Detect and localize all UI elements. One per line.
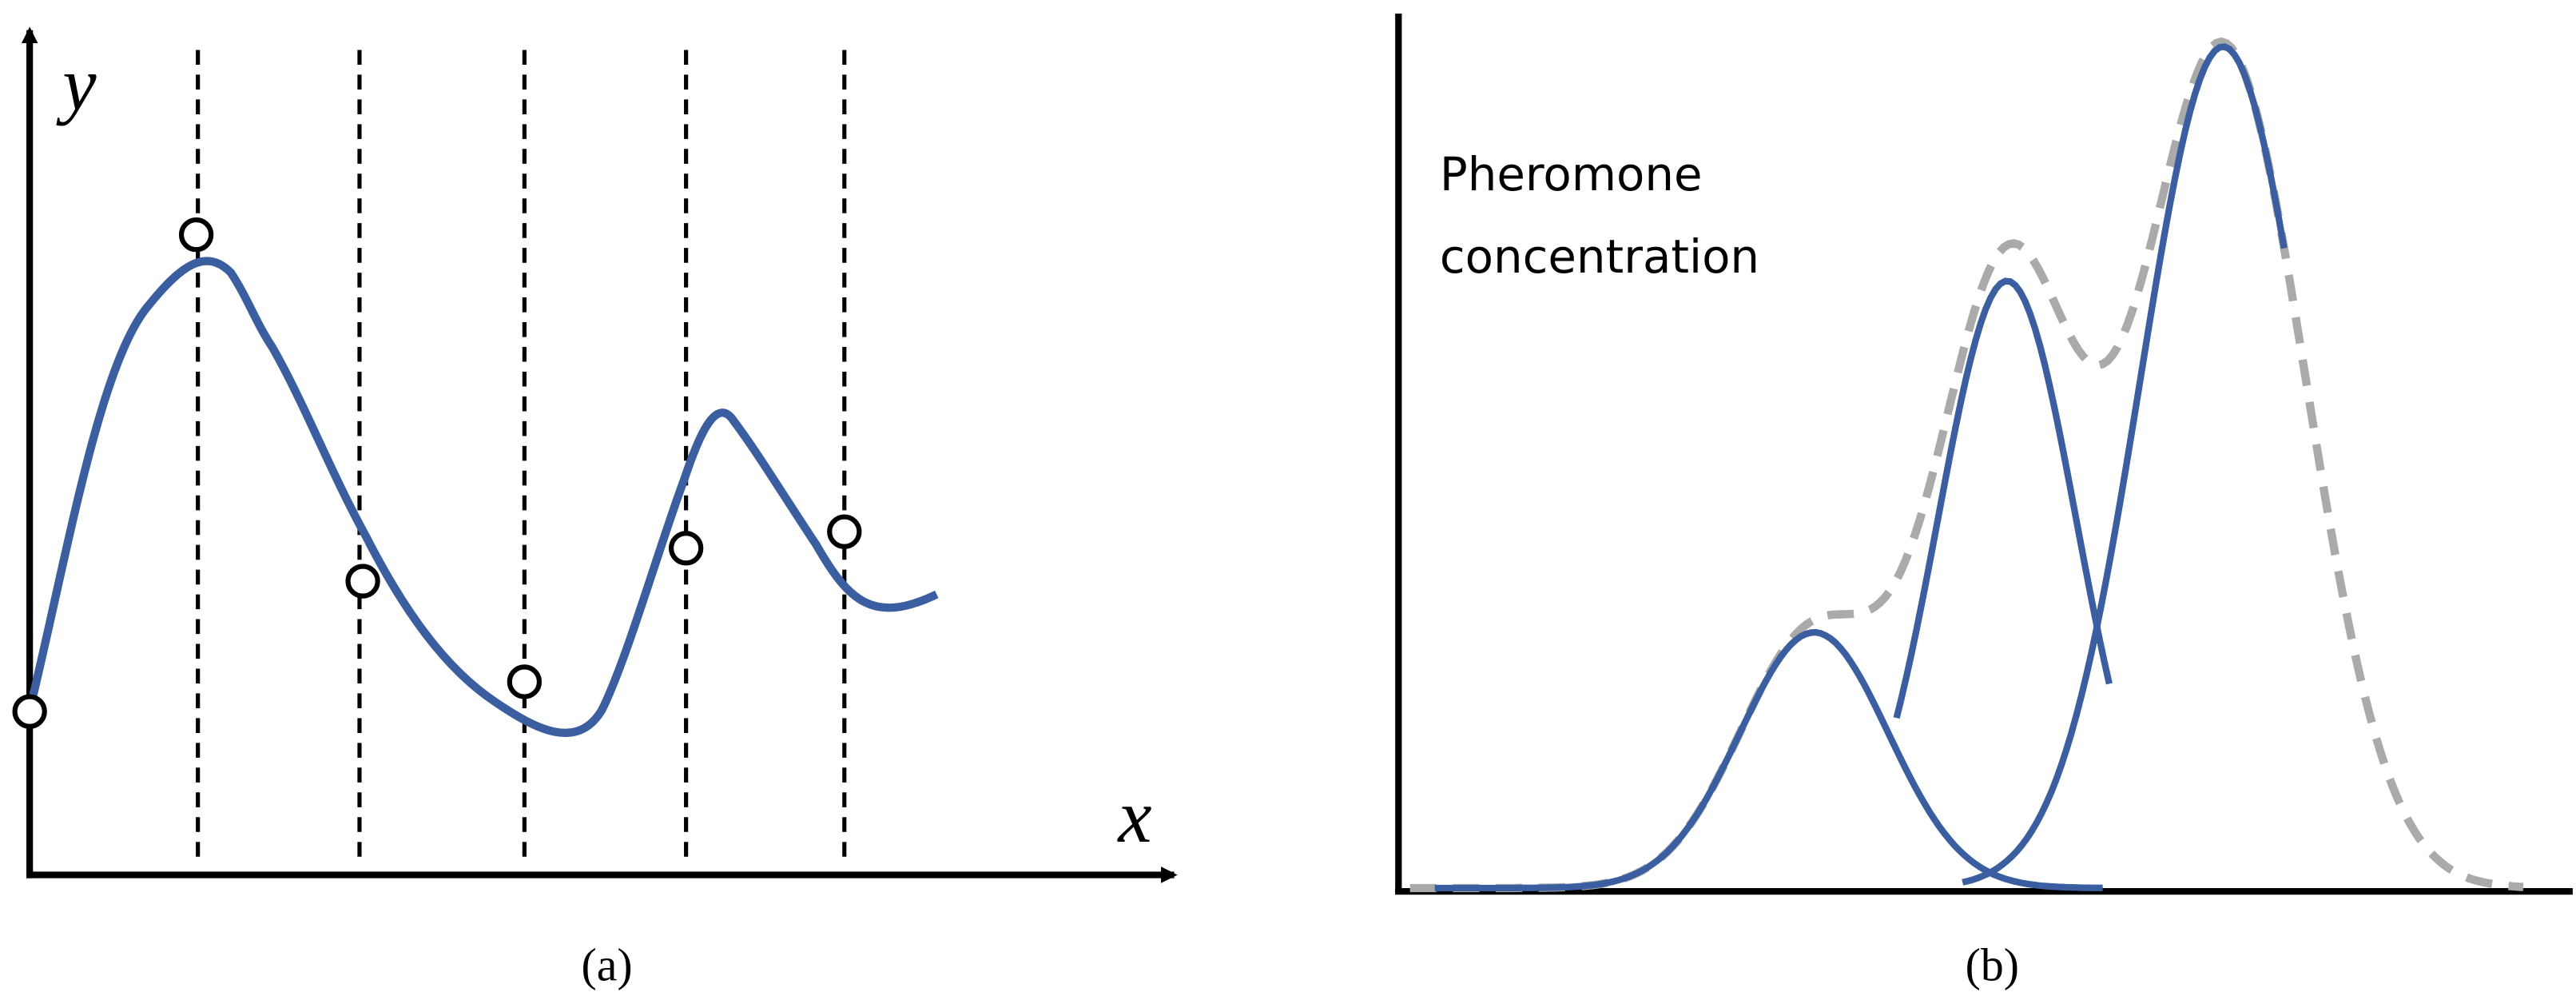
caption: (b) [1966, 940, 2019, 991]
component-curve [1893, 277, 2113, 719]
label-line: concentration [1440, 229, 1759, 284]
panel-b: Pheromone concentration (b) [1395, 14, 2573, 991]
y-axis-label: y [56, 42, 97, 126]
x-axis-label: x [1116, 774, 1151, 859]
panel-a: y x (a) [12, 26, 1178, 991]
sample-points [12, 217, 862, 729]
caption: (a) [581, 940, 632, 991]
function-curve [26, 257, 939, 737]
label-line: Pheromone [1440, 147, 1703, 201]
component-curve [1434, 628, 2103, 892]
component-curve [1962, 43, 2288, 886]
sample-lines [196, 50, 847, 862]
